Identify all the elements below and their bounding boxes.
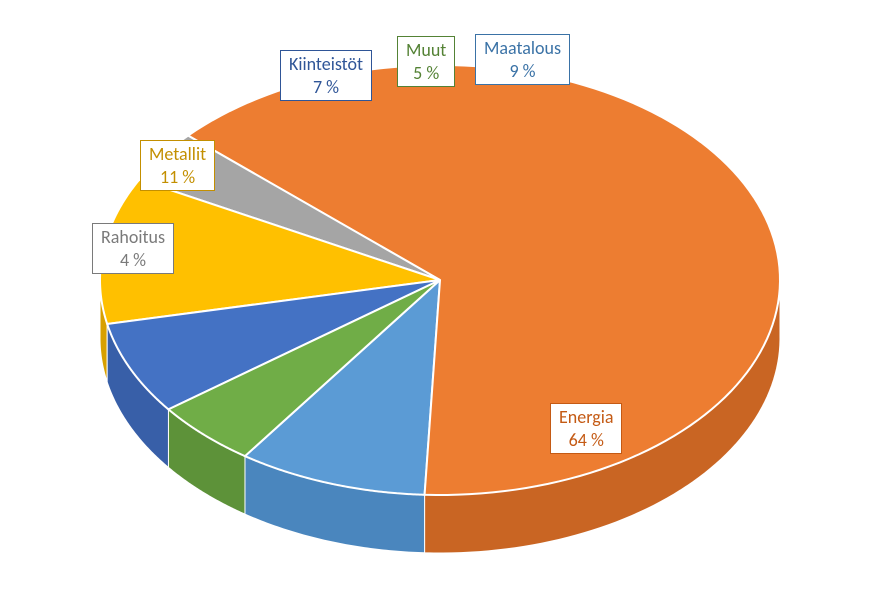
slice-label-percent: 11 % (149, 166, 206, 189)
slice-label-name: Rahoitus (101, 226, 165, 249)
slice-label: Metallit11 % (140, 140, 215, 191)
slice-label-percent: 9 % (484, 60, 561, 83)
slice-label-name: Muut (406, 39, 446, 62)
slice-label-percent: 7 % (289, 76, 363, 99)
slice-label: Maatalous9 % (475, 34, 570, 85)
slice-label-percent: 4 % (101, 249, 165, 272)
slice-label: Energia64 % (550, 403, 622, 454)
slice-label-percent: 5 % (406, 62, 446, 85)
slice-label-name: Kiinteistöt (289, 53, 363, 76)
slice-label-name: Maatalous (484, 37, 561, 60)
slice-label: Muut5 % (397, 36, 455, 87)
slice-label-name: Metallit (149, 143, 206, 166)
slice-label: Kiinteistöt7 % (280, 50, 372, 101)
slice-label: Rahoitus4 % (92, 223, 174, 274)
slice-label-name: Energia (559, 406, 613, 429)
slice-label-percent: 64 % (559, 429, 613, 452)
